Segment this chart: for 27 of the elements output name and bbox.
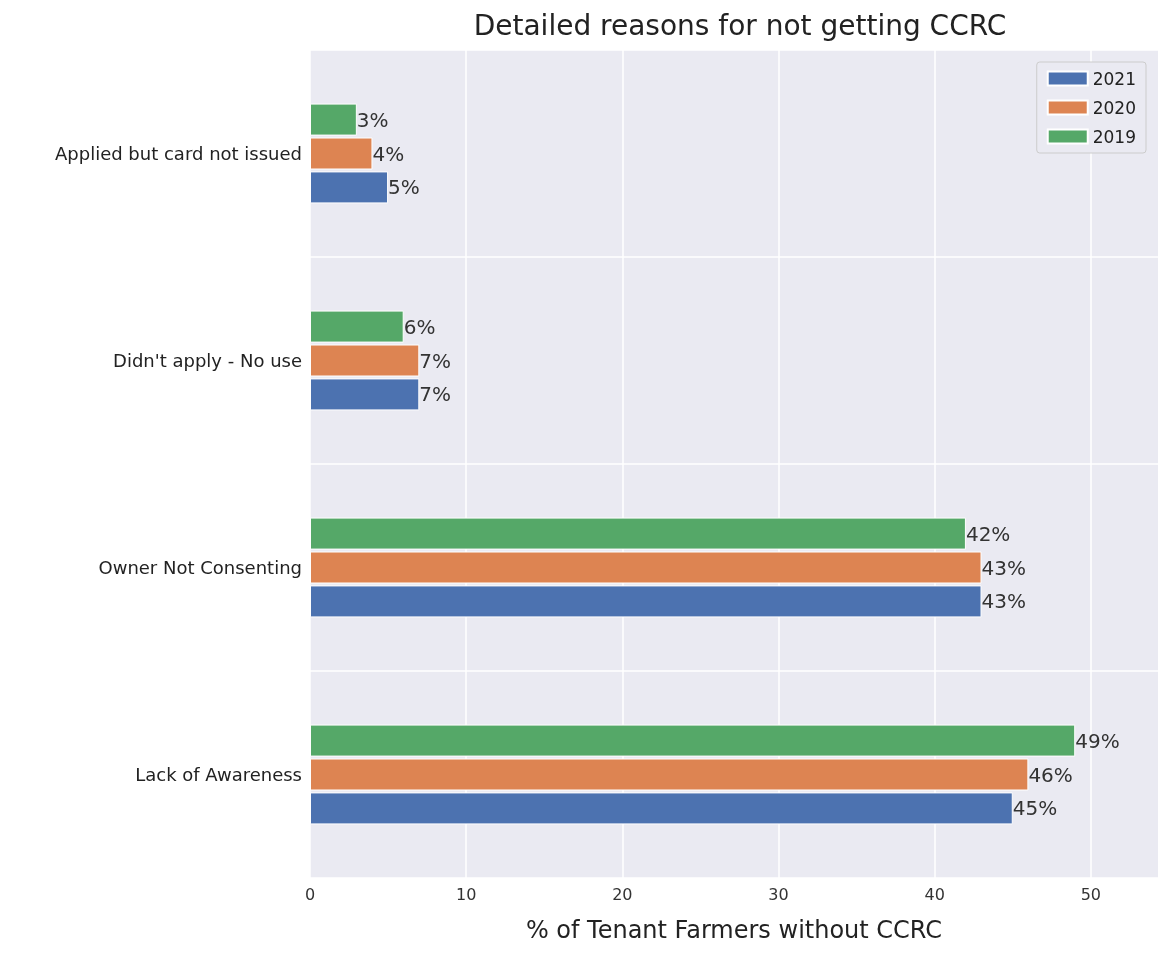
y-tick-label: Didn't apply - No use	[113, 350, 302, 371]
x-tick-label: 40	[924, 884, 945, 904]
data-label: 6%	[403, 314, 436, 339]
data-label: 7%	[419, 348, 452, 373]
x-tick-label: 30	[768, 884, 789, 904]
data-label: 43%	[981, 555, 1026, 580]
y-tick-label: Lack of Awareness	[135, 764, 302, 785]
data-label: 46%	[1028, 762, 1073, 787]
data-label: 7%	[419, 382, 452, 407]
data-label: 42%	[965, 521, 1011, 546]
data-label: 4%	[372, 141, 405, 166]
x-tick-label: 20	[612, 884, 633, 904]
legend-label: 2021	[1092, 68, 1136, 89]
data-label: 49%	[1075, 728, 1120, 753]
x-tick-label: 50	[1080, 884, 1102, 904]
data-label: 43%	[981, 589, 1026, 614]
chart-title: Detailed reasons for not getting CCRC	[473, 8, 1007, 42]
legend-label: 2020	[1092, 97, 1136, 118]
y-tick-label: Applied but card not issued	[54, 143, 302, 164]
data-label: 5%	[388, 175, 420, 200]
x-tick-label: 10	[455, 884, 477, 904]
data-label: 3%	[356, 107, 389, 132]
legend-label: 2019	[1092, 126, 1136, 147]
x-tick-label: 0	[304, 884, 316, 904]
y-tick-label: Owner Not Consenting	[98, 557, 302, 578]
x-axis-title: % of Tenant Farmers without CCRC	[525, 916, 943, 944]
data-label: 45%	[1012, 796, 1058, 821]
